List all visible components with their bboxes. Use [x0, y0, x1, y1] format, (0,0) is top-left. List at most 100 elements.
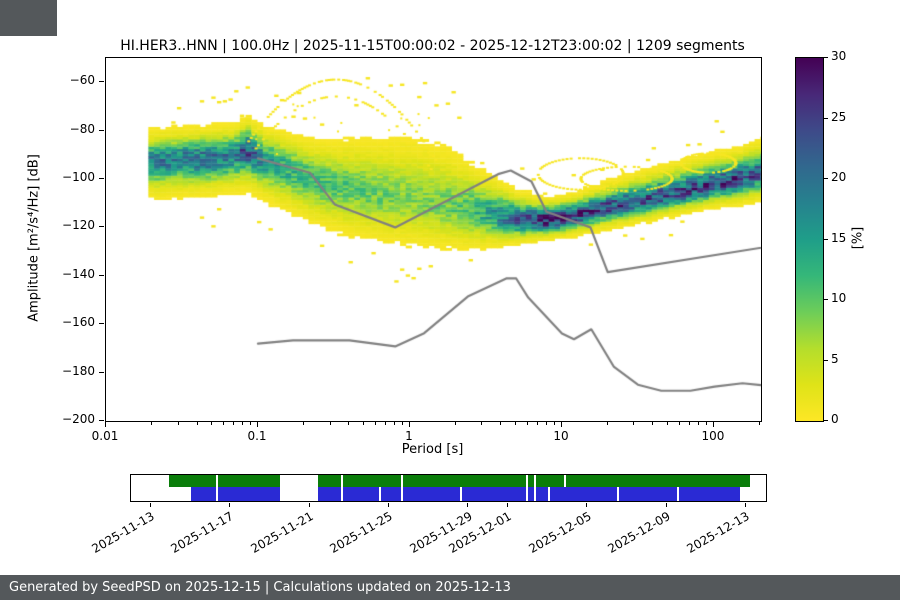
colorbar-tick	[824, 299, 828, 300]
timeline-tick	[507, 503, 509, 507]
timeline-gap-line	[525, 475, 528, 487]
x-axis-tick	[712, 422, 714, 427]
y-axis-tick	[99, 178, 104, 179]
timeline-gap-line	[563, 475, 566, 487]
timeline-tick	[149, 503, 151, 507]
x-axis-minor-tick	[211, 422, 213, 425]
x-tick-label: 0.1	[247, 429, 267, 443]
colorbar-tick	[824, 420, 828, 421]
x-tick-label: 1	[405, 429, 413, 443]
timeline-date-text: 2025-11-17	[168, 509, 237, 556]
x-axis-minor-tick	[527, 422, 529, 425]
x-axis-minor-tick	[689, 422, 691, 425]
colorbar-tick	[824, 359, 828, 361]
colorbar-tick	[824, 117, 828, 119]
timeline-gap-line	[547, 487, 550, 501]
x-axis-minor-tick	[633, 422, 635, 425]
x-axis-minor-tick	[385, 422, 387, 425]
timeline-date-text: 2025-11-13	[89, 509, 157, 556]
x-axis-tick	[105, 422, 106, 427]
x-axis-minor-tick	[363, 422, 365, 425]
timeline-gap-line	[400, 475, 403, 487]
x-axis-minor-tick	[606, 422, 608, 425]
x-axis-minor-tick	[454, 422, 456, 425]
y-axis-tick	[99, 420, 104, 421]
footer-text: Generated by SeedPSD on 2025-12-15 | Cal…	[9, 580, 511, 595]
timeline-gap-line	[216, 475, 219, 487]
x-axis-tick	[560, 422, 562, 427]
timeline-gap-line	[533, 487, 536, 501]
y-tick-label: −100	[62, 170, 95, 184]
colorbar-tick-label: 20	[831, 170, 847, 184]
x-axis-label: Period [s]	[401, 442, 464, 457]
colorbar-tick-label: 10	[831, 291, 847, 305]
colorbar	[795, 57, 824, 422]
colorbar-tick-label: 5	[831, 351, 839, 366]
timeline-gap-line	[617, 487, 620, 501]
x-axis-minor-tick	[500, 422, 502, 425]
footer-bar: Generated by SeedPSD on 2025-12-15 | Cal…	[0, 575, 900, 600]
y-tick-label: −120	[62, 218, 95, 233]
x-axis-tick	[256, 422, 258, 427]
x-axis-minor-tick	[196, 422, 198, 425]
colorbar-tick-label: 30	[831, 49, 847, 63]
x-axis-minor-tick	[481, 422, 483, 425]
x-axis-tick	[408, 422, 410, 427]
timeline-date-text: 2025-11-21	[248, 509, 316, 556]
x-axis-minor-tick	[679, 422, 681, 425]
x-axis-minor-tick	[402, 422, 404, 425]
corner-block	[0, 0, 57, 36]
timeline-availability-bar	[130, 474, 767, 502]
plot-title: HI.HER3..HNN | 100.0Hz | 2025-11-15T00:0…	[120, 38, 745, 54]
x-axis-minor-tick	[233, 422, 235, 425]
x-axis-minor-tick	[554, 422, 555, 425]
timeline-gap-line	[379, 487, 382, 501]
timeline-date-text: 2025-12-05	[526, 509, 594, 556]
colorbar-tick-label: 25	[831, 109, 847, 124]
y-axis-tick	[99, 226, 104, 228]
x-axis-minor-tick	[652, 422, 654, 425]
y-tick-label: −160	[62, 315, 95, 330]
x-axis-minor-tick	[302, 422, 304, 425]
y-axis-tick	[99, 371, 104, 373]
x-tick-label: 0.01	[91, 429, 119, 443]
timeline-blue-segment	[317, 487, 741, 501]
x-axis-minor-tick	[394, 422, 396, 425]
x-axis-minor-tick	[329, 422, 331, 425]
x-tick-label: 10	[553, 429, 569, 443]
y-axis-tick	[99, 81, 104, 83]
timeline-gap-line	[460, 487, 463, 501]
timeline-tick	[229, 503, 231, 507]
x-axis-minor-tick	[223, 422, 225, 425]
timeline-green-segment	[168, 475, 280, 487]
ppsd-heatmap-canvas	[106, 58, 761, 421]
colorbar-tick-label: 15	[831, 230, 847, 245]
y-axis-tick	[99, 274, 104, 276]
colorbar-tick	[824, 178, 828, 179]
y-tick-label: −60	[69, 73, 95, 88]
x-axis-minor-tick	[758, 422, 760, 425]
timeline-tick	[467, 503, 469, 507]
timeline-gap-line	[341, 475, 344, 487]
x-axis-minor-tick	[667, 422, 669, 425]
colorbar-tick-label: 0	[831, 412, 839, 426]
x-axis-minor-tick	[348, 422, 350, 425]
timeline-gap-line	[676, 487, 679, 501]
timeline-gap-line	[341, 487, 344, 501]
timeline-gap-line	[533, 475, 536, 487]
x-tick-label: 100	[701, 429, 725, 443]
timeline-date-text: 2025-12-09	[605, 509, 673, 556]
timeline-tick	[387, 503, 389, 507]
x-axis-minor-tick	[375, 422, 377, 425]
x-axis-minor-tick	[537, 422, 539, 425]
timeline-tick	[308, 503, 310, 507]
y-axis-tick	[99, 129, 104, 131]
x-axis-minor-tick	[546, 422, 548, 425]
timeline-tick	[665, 503, 667, 507]
x-axis-minor-tick	[250, 422, 252, 425]
y-tick-label: −180	[62, 363, 95, 378]
timeline-gap-line	[216, 487, 219, 501]
timeline-tick	[586, 503, 588, 507]
timeline-blue-segment	[190, 487, 280, 501]
ppsd-plot-area	[105, 57, 762, 422]
